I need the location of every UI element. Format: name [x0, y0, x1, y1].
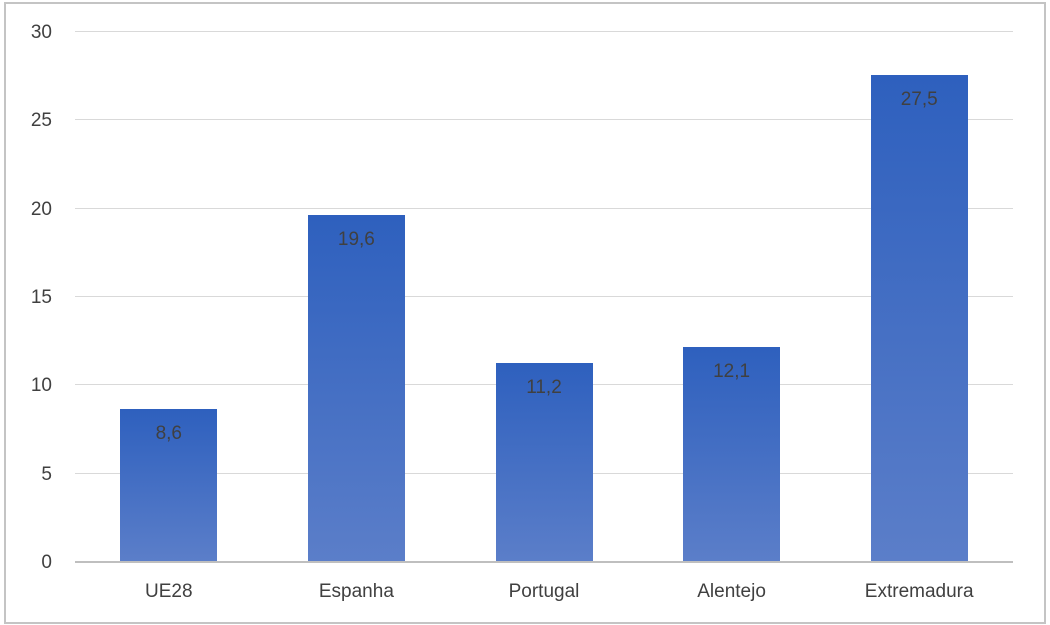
x-axis-label-portugal: Portugal — [508, 581, 580, 602]
bar-value-label: 12,1 — [713, 361, 751, 383]
bar-value-label: 11,2 — [526, 377, 562, 399]
x-axis-label-alentejo: Alentejo — [697, 581, 766, 602]
bar-value-label: 8,6 — [155, 423, 182, 445]
plot-area: 8,6 19,6 11,2 12,1 27,5 — [75, 31, 1013, 563]
x-axis-label-espanha: Espanha — [318, 581, 394, 602]
y-axis-tick-label: 0 — [41, 552, 52, 573]
x-axis-label-ue28: UE28 — [145, 581, 193, 602]
bar-value-label: 27,5 — [900, 89, 938, 111]
y-axis-tick-label: 20 — [30, 198, 52, 220]
gridline — [75, 31, 1013, 32]
gridline — [75, 207, 1013, 209]
y-axis-tick-label: 5 — [41, 463, 52, 485]
bar-alentejo: 12,1 — [683, 347, 781, 561]
bar-value-label: 19,6 — [337, 228, 375, 250]
bar-espanha: 19,6 — [307, 214, 405, 561]
bar-ue28: 8,6 — [120, 409, 218, 561]
bar-extremadura: 27,5 — [870, 75, 968, 561]
y-axis-tick-label: 25 — [30, 110, 52, 132]
y-axis-tick-label: 15 — [30, 287, 52, 308]
gridline — [75, 119, 1013, 121]
x-axis-label-extremadura: Extremadura — [864, 581, 974, 602]
gridline — [75, 296, 1013, 297]
bar-portugal: 11,2 — [495, 363, 593, 561]
y-axis-tick-label: 10 — [30, 375, 52, 397]
y-axis-tick-label: 30 — [30, 22, 52, 43]
